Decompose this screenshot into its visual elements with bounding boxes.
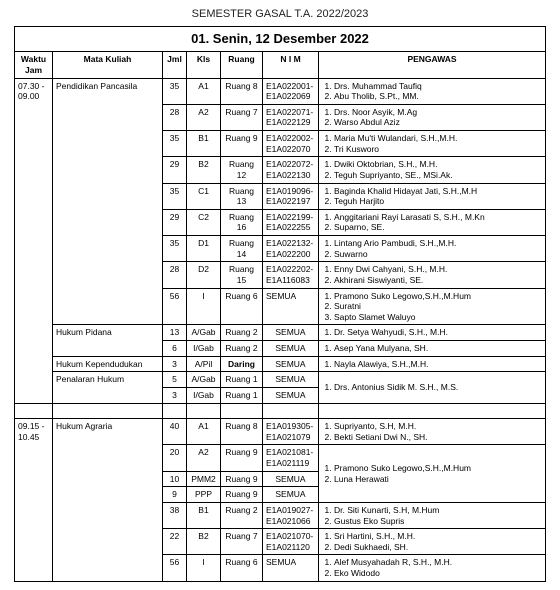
semester-title: SEMESTER GASAL T.A. 2022/2023	[14, 8, 546, 20]
table-row: 09.15 - 10.45Hukum Agraria40A1Ruang 8E1A…	[15, 419, 546, 445]
table-row: Hukum Pidana13A/GabRuang 2SEMUADr. Setya…	[15, 325, 546, 341]
table-row: Penalaran Hukum5A/GabRuang 1SEMUADrs. An…	[15, 372, 546, 388]
table-body: 07.30 - 09.00Pendidikan Pancasila35A1Rua…	[15, 78, 546, 581]
column-headers: Waktu JamMata KuliahJml KlsRuangN I M PE…	[15, 52, 546, 78]
spacer-row	[15, 403, 546, 419]
schedule-table: 01. Senin, 12 Desember 2022 Waktu JamMat…	[14, 26, 546, 582]
table-row: 07.30 - 09.00Pendidikan Pancasila35A1Rua…	[15, 78, 546, 104]
date-header: 01. Senin, 12 Desember 2022	[15, 27, 546, 52]
table-row: Hukum Kependudukan3A/PilDaringSEMUANayla…	[15, 356, 546, 372]
